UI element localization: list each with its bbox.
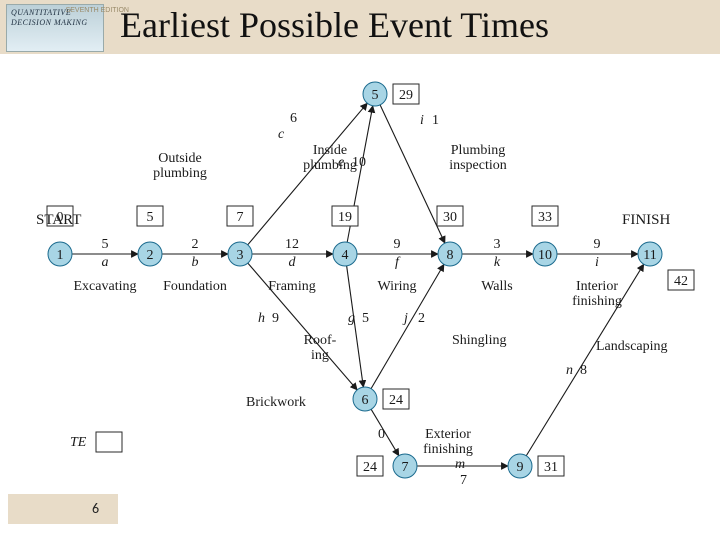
svg-text:2: 2 [147, 248, 154, 263]
svg-text:24: 24 [363, 460, 377, 475]
svg-text:i: i [420, 113, 424, 128]
svg-text:9: 9 [272, 311, 279, 326]
svg-text:START: START [36, 212, 81, 228]
svg-text:6: 6 [362, 393, 369, 408]
svg-text:Interiorfinishing: Interiorfinishing [572, 279, 622, 309]
svg-text:0: 0 [378, 427, 385, 442]
svg-text:24: 24 [389, 393, 403, 408]
svg-text:3: 3 [237, 248, 244, 263]
svg-text:Roof-ing: Roof-ing [304, 333, 337, 363]
svg-text:f: f [395, 255, 401, 270]
svg-text:9: 9 [517, 460, 524, 475]
svg-text:7: 7 [460, 473, 467, 488]
svg-text:n: n [566, 363, 573, 378]
svg-text:33: 33 [538, 210, 552, 225]
svg-text:Outsideplumbing: Outsideplumbing [153, 151, 207, 181]
svg-text:j: j [402, 311, 408, 326]
footer-bar [8, 494, 118, 524]
svg-text:10: 10 [538, 248, 552, 263]
svg-text:k: k [494, 255, 501, 270]
svg-text:Foundation: Foundation [163, 279, 227, 294]
svg-text:Brickwork: Brickwork [246, 395, 306, 410]
svg-text:a: a [102, 255, 109, 270]
svg-text:12: 12 [285, 237, 299, 252]
svg-text:29: 29 [399, 88, 413, 103]
book-logo: QUANTITATIVE DECISION MAKING SEVENTH EDI… [6, 4, 104, 52]
svg-text:Insideplumbing: Insideplumbing [303, 143, 357, 173]
svg-text:19: 19 [338, 210, 352, 225]
svg-text:m: m [455, 457, 465, 472]
svg-text:5: 5 [102, 237, 109, 252]
svg-text:30: 30 [443, 210, 457, 225]
svg-text:Excavating: Excavating [74, 279, 137, 294]
slide-number: 6 [92, 500, 99, 517]
svg-text:Plumbinginspection: Plumbinginspection [449, 143, 507, 173]
svg-text:2: 2 [192, 237, 199, 252]
network-diagram: 10253741952962472483093110331142 STARTFI… [0, 54, 720, 494]
svg-text:5: 5 [362, 311, 369, 326]
svg-text:8: 8 [580, 363, 587, 378]
svg-text:b: b [192, 255, 199, 270]
svg-text:31: 31 [544, 460, 558, 475]
svg-text:6: 6 [290, 111, 297, 126]
svg-text:42: 42 [674, 274, 688, 289]
svg-text:Wiring: Wiring [377, 279, 416, 294]
svg-text:c: c [278, 127, 285, 142]
svg-text:5: 5 [372, 88, 379, 103]
svg-text:7: 7 [237, 210, 244, 225]
svg-text:Walls: Walls [481, 279, 513, 294]
svg-text:8: 8 [447, 248, 454, 263]
svg-text:1: 1 [57, 248, 64, 263]
svg-text:7: 7 [402, 460, 409, 475]
svg-text:Framing: Framing [268, 279, 315, 294]
svg-text:5: 5 [147, 210, 154, 225]
svg-text:4: 4 [342, 248, 349, 263]
svg-text:2: 2 [418, 311, 425, 326]
svg-text:h: h [258, 311, 265, 326]
svg-text:i: i [595, 255, 599, 270]
svg-text:9: 9 [394, 237, 401, 252]
slide-title: Earliest Possible Event Times [120, 4, 549, 46]
svg-text:TE: TE [70, 435, 87, 450]
svg-text:3: 3 [494, 237, 501, 252]
logo-line2: DECISION MAKING [11, 18, 88, 27]
svg-text:Exteriorfinishing: Exteriorfinishing [423, 427, 473, 457]
svg-text:FINISH: FINISH [622, 212, 671, 228]
svg-text:Landscaping: Landscaping [596, 339, 668, 354]
logo-line1: QUANTITATIVE [11, 8, 71, 17]
svg-text:1: 1 [432, 113, 439, 128]
svg-text:d: d [289, 255, 297, 270]
svg-text:9: 9 [594, 237, 601, 252]
svg-text:g: g [348, 311, 355, 326]
slide: QUANTITATIVE DECISION MAKING SEVENTH EDI… [0, 0, 720, 540]
svg-text:Shingling: Shingling [452, 333, 506, 348]
svg-text:11: 11 [643, 248, 656, 263]
